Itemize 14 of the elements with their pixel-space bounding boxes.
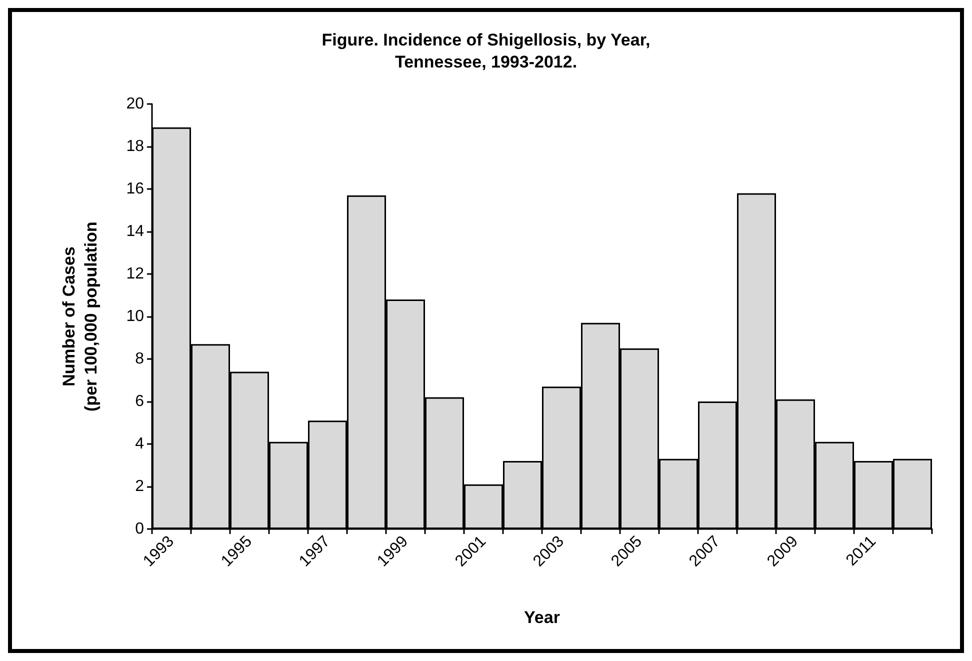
y-axis-title: Number of Cases (per 100,000 population [60, 222, 100, 412]
y-tick-label: 16 [126, 180, 144, 198]
y-tick-label: 14 [126, 223, 144, 240]
y-tick-label: 10 [126, 308, 144, 325]
y-tick-label: 12 [126, 266, 144, 282]
y-tick-label: 18 [126, 138, 144, 155]
x-axis-title: Year [524, 608, 560, 627]
y-tick-label: 2 [135, 478, 144, 495]
y-tick-label: 6 [135, 393, 144, 410]
y-tick-label: 8 [135, 350, 144, 368]
y-tick-label: 4 [135, 436, 144, 452]
y-tick-label: 0 [135, 520, 144, 538]
y-tick-label: 20 [126, 96, 144, 112]
chart-title: Figure. Incidence of Shigellosis, by Year, Tennessee, 1993-2012. [322, 30, 650, 72]
